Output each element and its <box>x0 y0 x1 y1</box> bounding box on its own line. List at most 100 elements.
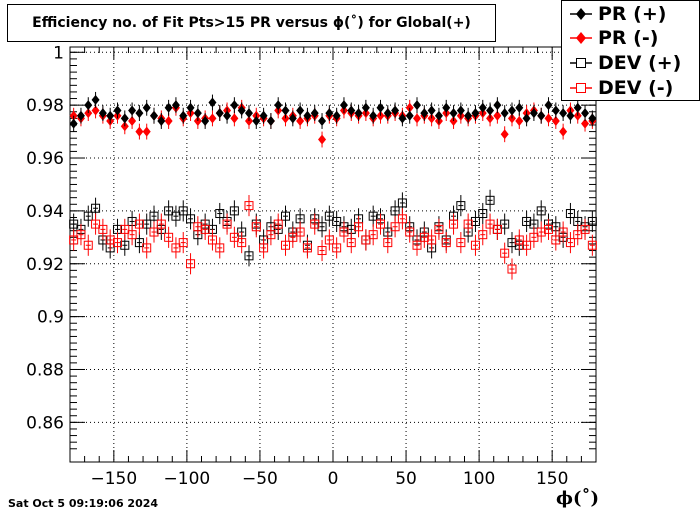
x-axis-label: ϕ(˚) <box>556 488 599 509</box>
y-tick-label: 1 <box>53 43 64 63</box>
legend-marker-pr-minus <box>570 32 592 44</box>
data-point-dev <box>573 230 583 240</box>
data-point-pr <box>478 102 487 113</box>
data-point-pr <box>427 113 436 124</box>
data-point-pr <box>91 94 100 105</box>
data-point-dev <box>164 232 174 242</box>
data-point-pr <box>413 100 422 111</box>
data-point-pr <box>369 110 378 121</box>
data-point-dev <box>142 219 152 229</box>
x-tick-label: 50 <box>395 469 417 489</box>
data-point-pr <box>493 110 502 121</box>
data-point-pr <box>347 105 356 116</box>
data-point-dev <box>565 209 575 219</box>
data-point-pr <box>529 108 538 119</box>
data-point-pr <box>544 100 553 111</box>
data-point-pr <box>427 105 436 116</box>
data-point-dev <box>98 224 108 234</box>
data-point-pr <box>391 105 400 116</box>
data-point-dev <box>346 238 356 248</box>
data-point-pr <box>581 118 590 129</box>
data-point-pr <box>500 129 509 140</box>
data-point-dev <box>492 224 502 234</box>
data-point-dev <box>186 214 196 224</box>
x-tick-label: −150 <box>90 469 137 489</box>
data-point-dev <box>507 264 517 274</box>
data-point-pr <box>339 100 348 111</box>
data-points <box>69 91 597 280</box>
data-point-dev <box>324 211 334 221</box>
data-point-dev <box>485 195 495 205</box>
data-point-dev <box>215 243 225 253</box>
data-point-pr <box>223 110 232 121</box>
data-point-pr <box>318 134 327 145</box>
data-point-dev <box>463 219 473 229</box>
data-point-dev <box>551 235 561 245</box>
data-point-pr <box>288 113 297 124</box>
data-point-dev <box>397 214 407 224</box>
data-point-dev <box>237 238 247 248</box>
legend-label-pr-minus: PR (-) <box>598 27 659 49</box>
data-point-dev <box>500 219 510 229</box>
data-point-dev <box>244 251 254 261</box>
data-point-pr <box>281 113 290 124</box>
data-point-pr <box>171 100 180 111</box>
legend-item-dev-plus: DEV (+) <box>562 51 700 75</box>
data-point-dev <box>273 219 283 229</box>
data-point-pr <box>559 126 568 137</box>
data-point-pr <box>544 113 553 124</box>
data-point-dev <box>383 238 393 248</box>
data-point-dev <box>354 222 364 232</box>
data-point-dev <box>500 248 510 258</box>
data-point-dev <box>456 201 466 211</box>
data-point-dev <box>200 224 210 234</box>
legend-item-dev-minus: DEV (-) <box>562 76 700 100</box>
data-point-pr <box>230 113 239 124</box>
data-point-dev <box>412 240 422 250</box>
legend-marker-dev-plus <box>570 58 592 68</box>
y-tick-label: 0.86 <box>26 413 64 433</box>
data-point-dev <box>390 206 400 216</box>
data-point-dev <box>105 235 115 245</box>
data-point-pr <box>486 105 495 116</box>
data-point-dev <box>156 219 166 229</box>
data-point-dev <box>295 227 305 237</box>
axis-tick-labels: −150 −100 −50 0 50 100 150 0.86 0.88 0.9 0.92 0.94 0… <box>26 43 568 489</box>
data-point-pr <box>361 102 370 113</box>
data-point-pr <box>398 113 407 124</box>
data-point-dev <box>259 243 269 253</box>
data-point-dev <box>368 211 378 221</box>
data-point-pr <box>551 105 560 116</box>
chart-title: Efficiency no. of Fit Pts>15 PR versus ϕ… <box>32 15 471 31</box>
data-point-dev <box>522 216 532 226</box>
data-point-dev <box>178 206 188 216</box>
data-point-dev <box>76 230 86 240</box>
data-point-dev <box>390 222 400 232</box>
x-tick-label: −100 <box>164 469 211 489</box>
data-point-pr <box>303 110 312 121</box>
data-point-dev <box>339 227 349 237</box>
data-point-pr <box>98 108 107 119</box>
x-tick-label: 100 <box>463 469 495 489</box>
data-point-dev <box>361 235 371 245</box>
legend-label-dev-plus: DEV (+) <box>598 52 682 74</box>
data-point-pr <box>405 110 414 121</box>
data-point-pr <box>208 113 217 124</box>
data-point-dev <box>69 235 79 245</box>
data-point-dev <box>405 227 415 237</box>
data-point-dev <box>558 227 568 237</box>
data-point-pr <box>244 108 253 119</box>
data-point-pr <box>208 97 217 108</box>
data-point-dev <box>266 230 276 240</box>
data-point-dev <box>529 232 539 242</box>
data-point-pr <box>537 110 546 121</box>
legend-label-pr-plus: PR (+) <box>598 3 667 25</box>
data-point-pr <box>186 102 195 113</box>
data-point-pr <box>164 102 173 113</box>
data-point-pr <box>128 105 137 116</box>
data-point-dev <box>507 238 517 248</box>
data-point-dev <box>580 224 590 234</box>
data-point-pr <box>566 110 575 121</box>
data-point-dev <box>310 219 320 229</box>
data-point-dev <box>164 206 174 216</box>
